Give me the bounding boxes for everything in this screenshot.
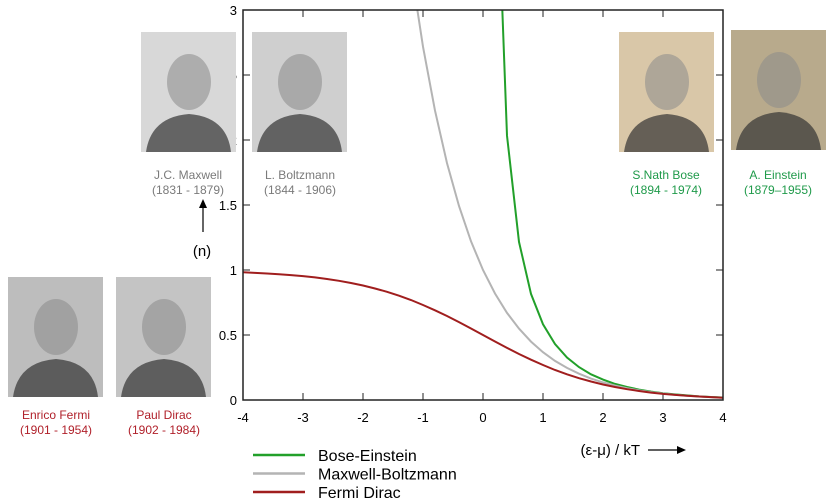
person-years: (1894 - 1974) [629, 183, 703, 197]
y-axis-label: (n) [193, 243, 211, 260]
y-tick-label: 1 [230, 263, 237, 278]
person-years: (1844 - 1906) [263, 183, 337, 197]
person-years: (1831 - 1879) [151, 183, 225, 197]
x-tick-label: 1 [539, 410, 546, 425]
person-name: Enrico Fermi [21, 408, 90, 422]
person-name: S.Nath Bose [632, 168, 700, 182]
legend-label: Bose-Einstein [318, 448, 417, 465]
x-tick-label: -4 [237, 410, 249, 425]
person-icon [13, 299, 98, 397]
y-tick-label: 3 [230, 3, 237, 18]
x-tick-label: 2 [599, 410, 606, 425]
person-icon [624, 54, 709, 152]
person-name: Paul Dirac [136, 408, 192, 422]
person-icon [257, 54, 342, 152]
person-name: A. Einstein [749, 168, 807, 182]
portrait-caption: A. Einstein (1879–1955) [713, 168, 835, 198]
person-years: (1879–1955) [743, 183, 813, 197]
plot-frame [242, 9, 724, 401]
y-tick-label: 1.5 [219, 198, 237, 213]
portrait-caption: Paul Dirac (1902 - 1984) [99, 408, 229, 438]
person-name: L. Boltzmann [264, 168, 336, 182]
person-icon [121, 299, 206, 397]
person-icon [146, 54, 231, 152]
y-arrow-head-icon [199, 199, 207, 208]
y-tick-label: 0 [230, 393, 237, 408]
portrait-caption: J.C. Maxwell (1831 - 1879) [123, 168, 253, 198]
y-tick-label: 0.5 [219, 328, 237, 343]
person-name: J.C. Maxwell [153, 168, 222, 182]
x-axis-label: (ε-μ) / kT [581, 442, 640, 459]
portrait-photo [8, 277, 103, 397]
portrait-photo [619, 32, 714, 152]
x-tick-label: 4 [719, 410, 726, 425]
x-tick-label: 0 [479, 410, 486, 425]
person-years: (1902 - 1984) [127, 423, 201, 437]
portrait-caption: Enrico Fermi (1901 - 1954) [0, 408, 121, 438]
x-tick-label: -3 [297, 410, 309, 425]
legend-label: Fermi Dirac [318, 485, 401, 502]
portrait-photo [141, 32, 236, 152]
portrait-photo [116, 277, 211, 397]
person-icon [736, 52, 821, 150]
portrait-photo [252, 32, 347, 152]
person-years: (1901 - 1954) [19, 423, 93, 437]
legend-label: Maxwell-Boltzmann [318, 467, 457, 484]
portrait-photo [731, 30, 826, 150]
series-line-fermi-dirac [243, 271, 723, 399]
portrait-caption: L. Boltzmann (1844 - 1906) [235, 168, 365, 198]
x-tick-label: 3 [659, 410, 666, 425]
x-arrow-head-icon [677, 446, 686, 454]
x-tick-label: -1 [417, 410, 429, 425]
x-tick-label: -2 [357, 410, 369, 425]
portrait-caption: S.Nath Bose (1894 - 1974) [601, 168, 731, 198]
